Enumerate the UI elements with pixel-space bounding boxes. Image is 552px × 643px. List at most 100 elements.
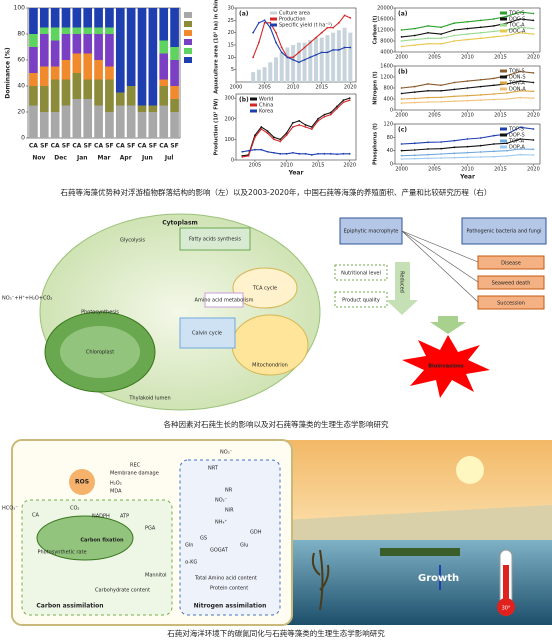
point bbox=[427, 141, 429, 144]
point bbox=[320, 31, 323, 34]
point bbox=[269, 21, 272, 24]
point bbox=[479, 151, 482, 153]
calvin-box bbox=[179, 317, 236, 349]
point bbox=[348, 97, 351, 100]
point bbox=[413, 149, 416, 151]
figure-3: ROS REC Membrane damage H₂O₂ MDA HCO₃⁻ C… bbox=[2, 439, 552, 626]
point bbox=[400, 87, 403, 89]
bar-segment bbox=[94, 34, 103, 60]
bar-segment bbox=[50, 66, 60, 80]
point bbox=[413, 101, 416, 104]
point bbox=[519, 89, 522, 92]
legend-swatch bbox=[500, 87, 507, 91]
point bbox=[506, 98, 508, 100]
point bbox=[280, 51, 283, 54]
label: NO₃⁻ bbox=[220, 450, 233, 456]
point bbox=[453, 146, 456, 149]
bar-segment bbox=[72, 27, 82, 34]
x-tick-label: 2015 bbox=[494, 167, 507, 173]
legend-label: TOC-S bbox=[508, 11, 524, 17]
point bbox=[519, 26, 522, 29]
bar-segment bbox=[83, 34, 93, 54]
bar-segment bbox=[148, 8, 158, 106]
caption: 石莼对海洋环境下的碳氮同化与石莼等藻类的生理生态学影响研究 bbox=[167, 628, 385, 638]
point bbox=[479, 137, 482, 139]
legend-label: TOP-S bbox=[508, 127, 524, 133]
point bbox=[400, 102, 403, 105]
caption: 石莼等海藻优势种对浮游植物群落结构的影响（左）以及2003-2020年，中国石莼… bbox=[61, 187, 492, 197]
label: Pathogenic bacteria and fungi bbox=[467, 229, 542, 235]
label: Amino acid metabolism bbox=[195, 298, 254, 304]
point bbox=[279, 138, 282, 141]
point bbox=[320, 51, 323, 54]
legend-swatch bbox=[250, 103, 257, 107]
point bbox=[266, 150, 269, 153]
y-tick-label: 0 bbox=[21, 135, 25, 142]
point bbox=[440, 26, 443, 29]
label: Protein content bbox=[210, 586, 248, 592]
x-tick-label: CA bbox=[94, 143, 103, 150]
x-tick-label: 2020 bbox=[343, 163, 356, 169]
legend-label: Korea bbox=[259, 109, 273, 115]
x-tick-label: 2010 bbox=[461, 113, 474, 119]
point bbox=[337, 21, 340, 24]
point bbox=[400, 29, 403, 31]
label: CA bbox=[32, 513, 39, 519]
legend-swatch bbox=[184, 21, 192, 27]
point bbox=[275, 31, 277, 34]
label: Photosynthesis bbox=[81, 310, 119, 316]
point bbox=[257, 41, 260, 44]
point bbox=[532, 71, 535, 74]
bar-segment bbox=[39, 8, 49, 28]
point bbox=[427, 82, 429, 85]
point bbox=[466, 27, 469, 30]
y-tick-label: 400 bbox=[383, 97, 393, 103]
bar-segment bbox=[72, 34, 82, 54]
bar-segment bbox=[170, 86, 179, 99]
y-tick-label: 5 bbox=[231, 67, 234, 73]
point bbox=[292, 58, 295, 61]
label: Glycolysis bbox=[120, 238, 145, 244]
label: Product quality bbox=[342, 298, 380, 304]
legend-swatch bbox=[184, 12, 192, 18]
point bbox=[440, 153, 443, 155]
point bbox=[492, 150, 495, 153]
bar-segment bbox=[105, 112, 114, 138]
legend-label: DOC-A bbox=[509, 29, 526, 35]
point bbox=[332, 49, 335, 51]
x-tick-label: 2005 bbox=[428, 113, 441, 119]
chloroplast-inner bbox=[60, 326, 140, 378]
point bbox=[453, 22, 456, 25]
ros-circle bbox=[69, 469, 95, 495]
label: Nitrogen assimilation bbox=[194, 603, 267, 610]
legend-swatch bbox=[500, 75, 507, 79]
x-axis-title: Year bbox=[288, 170, 304, 177]
legend-label: TOP-A bbox=[508, 139, 525, 145]
label: Total Amino acid content bbox=[194, 576, 257, 582]
bar bbox=[291, 45, 296, 82]
bar-segment bbox=[50, 27, 60, 41]
label: NADPH bbox=[92, 514, 110, 520]
legend-swatch bbox=[500, 127, 507, 131]
point bbox=[427, 89, 429, 92]
label: MDA bbox=[110, 489, 122, 495]
y-tick-label: 300 bbox=[224, 96, 234, 102]
x-tick-label: 2015 bbox=[494, 55, 507, 61]
legend-label: China bbox=[259, 103, 273, 109]
bar-segment bbox=[105, 34, 114, 67]
point bbox=[492, 98, 495, 101]
point bbox=[413, 85, 416, 88]
bar-segment bbox=[94, 27, 103, 34]
arrow bbox=[386, 262, 418, 315]
x-tick-label: 2010 bbox=[461, 167, 474, 173]
legend-swatch bbox=[250, 109, 257, 113]
y-tick-label: 80 bbox=[17, 31, 25, 38]
point bbox=[413, 34, 416, 37]
point bbox=[453, 152, 456, 155]
legend-label: World bbox=[259, 97, 273, 103]
label: PGA bbox=[145, 526, 156, 532]
point bbox=[413, 142, 416, 145]
y-axis-title: Aquaculture area (10³ ha) in China bbox=[214, 0, 220, 94]
point bbox=[479, 99, 482, 101]
